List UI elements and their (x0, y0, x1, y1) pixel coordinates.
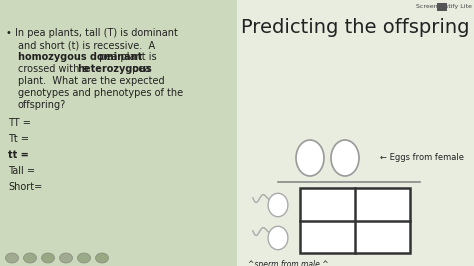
Ellipse shape (331, 140, 359, 176)
Text: • In pea plants, tall (T) is dominant: • In pea plants, tall (T) is dominant (6, 28, 178, 38)
Text: pea: pea (129, 64, 150, 74)
Bar (237, 0, 474, 266)
Text: offspring?: offspring? (18, 100, 66, 110)
Text: Tall =: Tall = (8, 166, 35, 176)
Text: and short (t) is recessive.  A: and short (t) is recessive. A (18, 40, 155, 50)
Ellipse shape (95, 253, 109, 263)
Ellipse shape (24, 253, 36, 263)
Ellipse shape (268, 226, 288, 250)
Ellipse shape (296, 140, 324, 176)
Ellipse shape (6, 253, 18, 263)
Bar (437, 3, 447, 11)
Text: TT =: TT = (8, 118, 31, 128)
Text: plant.  What are the expected: plant. What are the expected (18, 76, 164, 86)
Bar (300, 188, 410, 253)
Text: Screencastify Lite: Screencastify Lite (416, 4, 472, 9)
Text: heterozygous: heterozygous (77, 64, 152, 74)
Text: tt =: tt = (8, 150, 29, 160)
Text: homozygous dominant: homozygous dominant (18, 52, 142, 62)
Text: Short=: Short= (8, 182, 42, 192)
Ellipse shape (78, 253, 91, 263)
Text: Tt =: Tt = (8, 134, 29, 144)
Text: pea plant is: pea plant is (96, 52, 156, 62)
Ellipse shape (42, 253, 55, 263)
Text: ^sperm from male ^: ^sperm from male ^ (248, 260, 328, 266)
Ellipse shape (60, 253, 73, 263)
Text: genotypes and phenotypes of the: genotypes and phenotypes of the (18, 88, 183, 98)
Ellipse shape (268, 193, 288, 217)
Text: crossed with a: crossed with a (18, 64, 91, 74)
Text: Predicting the offspring: Predicting the offspring (241, 18, 469, 37)
Text: ← Eggs from female: ← Eggs from female (380, 153, 464, 163)
